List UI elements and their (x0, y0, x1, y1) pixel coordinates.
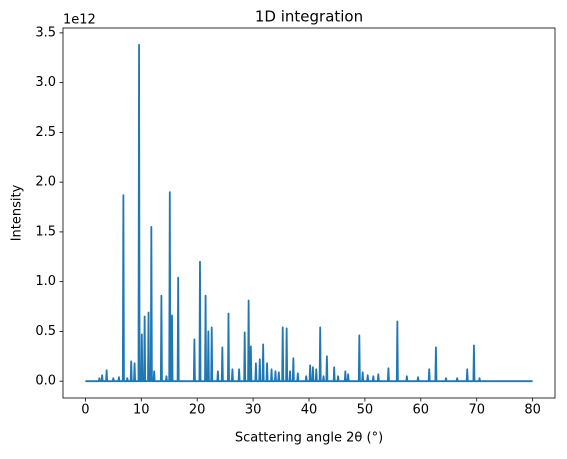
y-tick-label: 2.0 (35, 175, 56, 190)
x-tick-label: 10 (133, 403, 150, 418)
data-line (85, 43, 533, 383)
x-tick-label: 30 (245, 403, 262, 418)
x-tick-label: 50 (357, 403, 374, 418)
y-axis-label: Intensity (10, 184, 25, 241)
y-tick-label: 1.0 (35, 274, 56, 289)
x-tick-label: 60 (413, 403, 430, 418)
y-tick-label: 0.0 (35, 374, 56, 389)
y-tick-label: 1.5 (35, 224, 56, 239)
y-offset-text: 1e12 (63, 13, 96, 28)
y-tick-label: 2.5 (35, 125, 56, 140)
y-tick-label: 3.5 (35, 25, 56, 40)
x-tick-label: 40 (301, 403, 318, 418)
x-tick-label: 0 (81, 403, 89, 418)
x-axis-label: Scattering angle 2θ (°) (235, 431, 383, 446)
chart-title: 1D integration (255, 8, 363, 26)
x-tick-label: 20 (189, 403, 206, 418)
y-tick-label: 0.5 (35, 324, 56, 339)
plot-frame (62, 27, 556, 399)
x-tick-label: 80 (524, 403, 541, 418)
y-tick-label: 3.0 (35, 75, 56, 90)
x-tick-label: 70 (468, 403, 485, 418)
